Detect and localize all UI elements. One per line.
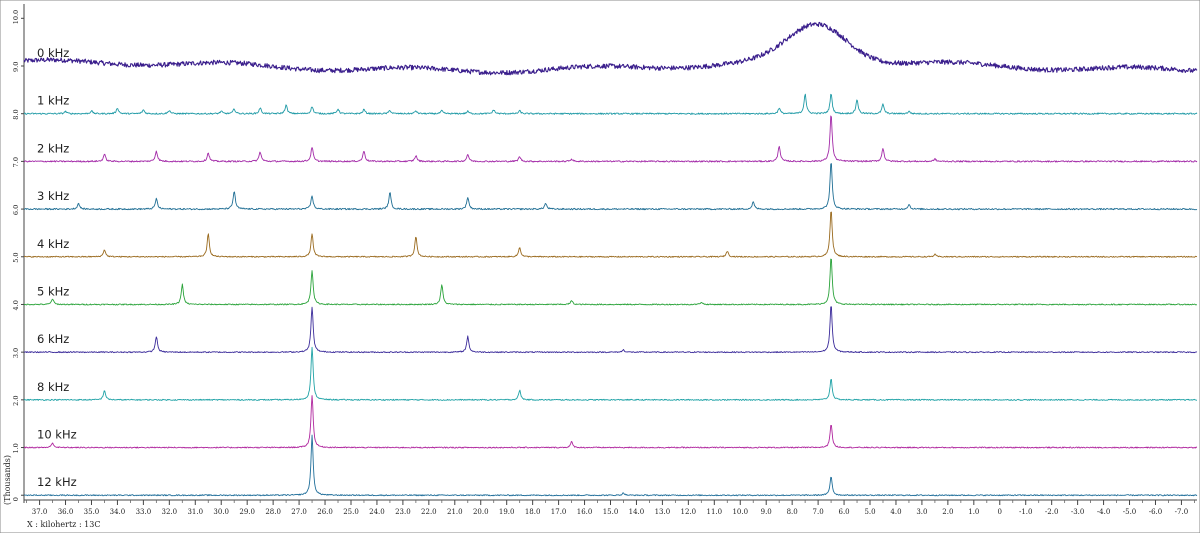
- x-tick-label: 23.0: [395, 508, 411, 516]
- x-tick-label: 9.0: [761, 508, 772, 516]
- x-tick-label: 16.0: [577, 508, 593, 516]
- x-tick-label: 28.0: [265, 508, 281, 516]
- x-tick-label: 24.0: [369, 508, 385, 516]
- x-tick-label: 10.0: [732, 508, 748, 516]
- y-tick-label: 10.0: [12, 10, 20, 24]
- series-labels: 0 kHz 1 kHz 2 kHz 3 kHz 4 kHz 5 kHz 6 kHz 8 kHz…: [37, 46, 77, 489]
- y-tick-label: 8.0: [12, 109, 20, 119]
- x-tick-label: 34.0: [110, 508, 126, 516]
- series-line-4-khz: [23, 211, 1198, 258]
- series-label: 12 kHz: [37, 475, 77, 489]
- x-tick-label: -4.0: [1097, 508, 1111, 516]
- y-tick-label: 7.0: [12, 157, 20, 167]
- x-tick-label: 1.0: [968, 508, 979, 516]
- x-tick-label: 14.0: [629, 508, 645, 516]
- x-tick-label: 29.0: [239, 508, 255, 516]
- y-tick-label: 0: [12, 497, 20, 501]
- x-tick-label: 19.0: [499, 508, 515, 516]
- series-label: 8 kHz: [37, 380, 69, 394]
- x-tick-label: 20.0: [473, 508, 489, 516]
- series-label: 6 kHz: [37, 332, 69, 346]
- y-tick-label: 3.0: [12, 348, 20, 358]
- y-tick-label: 2.0: [12, 396, 20, 406]
- series-label: 3 kHz: [37, 189, 69, 203]
- x-tick-label: -1.0: [1019, 508, 1033, 516]
- series-label: 10 kHz: [37, 428, 77, 442]
- series-line-6-khz: [23, 306, 1198, 354]
- x-tick-label: 26.0: [317, 508, 333, 516]
- x-tick-label: 21.0: [447, 508, 463, 516]
- series-label: 4 kHz: [37, 237, 69, 251]
- series-label: 5 kHz: [37, 284, 69, 298]
- x-tick-label: 25.0: [343, 508, 359, 516]
- x-tick-label: -2.0: [1045, 508, 1059, 516]
- series-group: [23, 21, 1198, 497]
- x-tick-label: -5.0: [1123, 508, 1137, 516]
- x-tick-label: 12.0: [681, 508, 697, 516]
- series-line-2-khz: [23, 115, 1198, 163]
- series-line-10-khz: [23, 395, 1198, 449]
- x-tick-label: 30.0: [213, 508, 229, 516]
- x-tick-label: 0: [998, 508, 1002, 516]
- y-tick-label: 9.0: [12, 62, 20, 72]
- x-tick-label: -6.0: [1149, 508, 1163, 516]
- x-tick-label: 6.0: [838, 508, 849, 516]
- x-tick-label: 18.0: [525, 508, 541, 516]
- x-axis: 37.0 36.0 35.0 34.0 33.0 32.0 31.0 30.0 29.0 28.0…: [24, 499, 1197, 516]
- x-axis-title: X : kilohertz : 13C: [27, 520, 100, 529]
- series-line-1-khz: [23, 93, 1198, 115]
- y-tick-label: 5.0: [12, 252, 20, 262]
- x-tick-label: 8.0: [787, 508, 798, 516]
- series-line-5-khz: [23, 258, 1198, 306]
- y-tick-label: 4.0: [12, 300, 20, 310]
- x-tick-label: -3.0: [1071, 508, 1085, 516]
- series-label: 0 kHz: [37, 46, 69, 60]
- x-tick-label: 5.0: [864, 508, 875, 516]
- series-line-0-khz: [23, 21, 1198, 76]
- series-label: 2 kHz: [37, 141, 69, 155]
- series-line-3-khz: [23, 163, 1198, 211]
- x-tick-label: 32.0: [162, 508, 178, 516]
- x-tick-label: 31.0: [187, 508, 203, 516]
- x-tick-label: 22.0: [421, 508, 437, 516]
- x-tick-label: 13.0: [655, 508, 671, 516]
- x-tick-label: 35.0: [84, 508, 100, 516]
- x-tick-label: 27.0: [291, 508, 307, 516]
- x-tick-label: 7.0: [813, 508, 824, 516]
- x-tick-label: 36.0: [58, 508, 74, 516]
- x-tick-label: 4.0: [890, 508, 901, 516]
- y-tick-label: 1.0: [12, 443, 20, 453]
- y-axis: 0 1.0 2.0 3.0 4.0 5.0 6.0 7.0 8.0 9.0 10.0: [12, 4, 25, 503]
- series-label: 1 kHz: [37, 94, 69, 108]
- x-tick-label: 15.0: [603, 508, 619, 516]
- x-tick-label: 2.0: [942, 508, 953, 516]
- x-tick-label: 33.0: [136, 508, 152, 516]
- x-tick-label: -7.0: [1175, 508, 1189, 516]
- x-tick-label: 3.0: [916, 508, 927, 516]
- y-axis-title: (Thousands): [3, 455, 12, 505]
- x-tick-label: 37.0: [32, 508, 48, 516]
- series-line-8-khz: [23, 346, 1198, 401]
- y-tick-label: 6.0: [12, 205, 20, 215]
- x-tick-label: 11.0: [707, 508, 723, 516]
- series-line-12-khz: [23, 434, 1198, 497]
- x-tick-label: 17.0: [551, 508, 567, 516]
